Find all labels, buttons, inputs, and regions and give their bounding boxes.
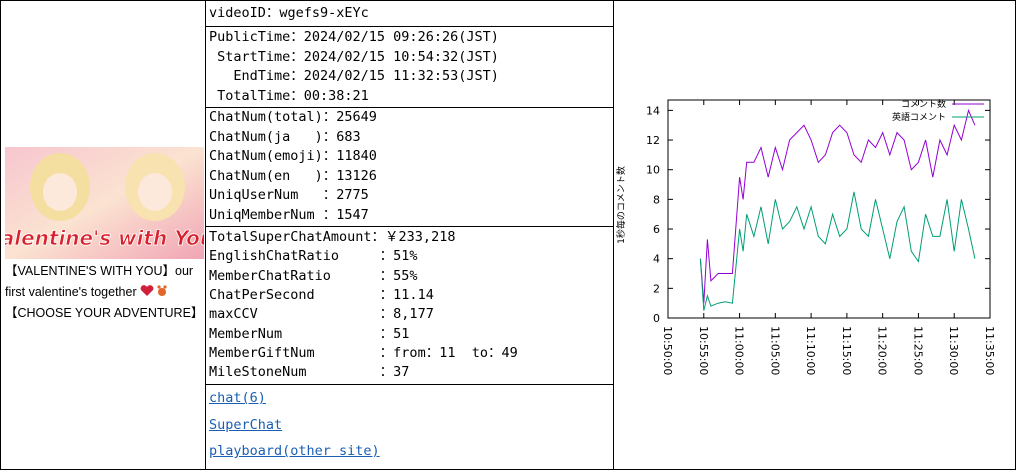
y-tick-label: 6 — [653, 223, 660, 236]
row-separator — [205, 226, 614, 227]
y-tick-label: 10 — [646, 164, 660, 177]
emoji-icons — [140, 285, 167, 296]
legend-label: コメント数 — [901, 98, 946, 110]
time-line: PublicTime：2024/02/15 09:26:26(JST) — [209, 29, 499, 45]
x-tick-label: 10:55:00 — [697, 326, 710, 375]
row-separator — [205, 26, 614, 107]
row-separator — [205, 384, 614, 385]
plot-border — [667, 99, 991, 319]
x-tick-label: 11:30:00 — [947, 326, 960, 375]
metric-line: maxCCV ：8,177 — [209, 306, 434, 323]
metric-line: MemberGiftNum ：from：11 to：49 — [209, 344, 518, 361]
thumbnail-text: Valentine's with You! — [5, 226, 204, 250]
link[interactable]: playboard(other site) — [209, 443, 380, 459]
metric-line: MemberChatRatio ：55% — [209, 267, 418, 284]
chat-count-line: ChatNum(ja )：683 — [209, 128, 361, 145]
y-tick-label: 4 — [653, 253, 660, 266]
row-separator — [205, 107, 614, 108]
title-text: 【CHOOSE YOUR ADVENTURE】 — [5, 306, 204, 320]
x-tick-label: 11:25:00 — [911, 326, 924, 375]
y-tick-label: 2 — [653, 282, 660, 295]
title-text: 【VALENTINE'S WITH YOU】our first valentin… — [5, 264, 194, 299]
chat-count-line: ChatNum(total)：25649 — [209, 109, 377, 125]
stats-column — [205, 0, 614, 470]
x-tick-label: 11:10:00 — [804, 326, 817, 375]
series-line — [699, 108, 976, 304]
chat-count-line: UniqUserNum ：2775 — [209, 187, 369, 203]
time-line: EndTime：2024/02/15 11:32:53(JST) — [209, 68, 499, 84]
x-tick-label: 11:00:00 — [733, 326, 746, 375]
metric-line: TotalSuperChatAmount：￥233,218 — [209, 229, 456, 245]
x-tick-label: 11:35:00 — [983, 326, 996, 375]
legend-label: 英語コメント — [892, 111, 946, 123]
metric-line: EnglishChatRatio ：51% — [209, 248, 418, 265]
x-tick-label: 10:50:00 — [661, 326, 674, 375]
link[interactable]: chat(6) — [209, 390, 266, 406]
time-line: StartTime：2024/02/15 10:54:32(JST) — [209, 48, 499, 65]
x-tick-label: 11:05:00 — [768, 326, 781, 375]
y-tick-label: 12 — [646, 134, 660, 147]
link[interactable]: SuperChat — [209, 416, 283, 433]
video-id: videoID：wgefs9-xEYc — [209, 5, 369, 21]
y-axis-label: 1秒毎のコメント数 — [615, 166, 627, 244]
metric-line: ChatPerSecond ：11.14 — [209, 286, 434, 303]
y-tick-label: 8 — [653, 193, 660, 206]
chat-count-line: UniqMemberNum ：1547 — [209, 206, 369, 223]
x-tick-label: 11:20:00 — [876, 326, 889, 375]
thumbnail: Valentine's with You! — [5, 147, 204, 259]
video-title: 【VALENTINE'S WITH YOU】our first valentin… — [5, 261, 205, 324]
x-tick-label: 11:15:00 — [840, 326, 853, 375]
chart: 1秒毎のコメント数 0 2 4 6 8 10 12 14 10:50:00 10:55:00 11:… — [615, 98, 996, 375]
series-line — [699, 191, 976, 311]
metric-line: MemberNum ：51 — [209, 325, 410, 342]
chat-count-line: ChatNum(emoji)：11840 — [209, 148, 377, 164]
time-line: TotalTime：00:38:21 — [209, 87, 369, 104]
metric-line: MileStoneNum ：37 — [209, 364, 410, 381]
y-tick-label: 14 — [646, 104, 660, 117]
y-tick-label: 0 — [653, 312, 660, 325]
chat-count-line: ChatNum(en )：13126 — [209, 167, 377, 184]
